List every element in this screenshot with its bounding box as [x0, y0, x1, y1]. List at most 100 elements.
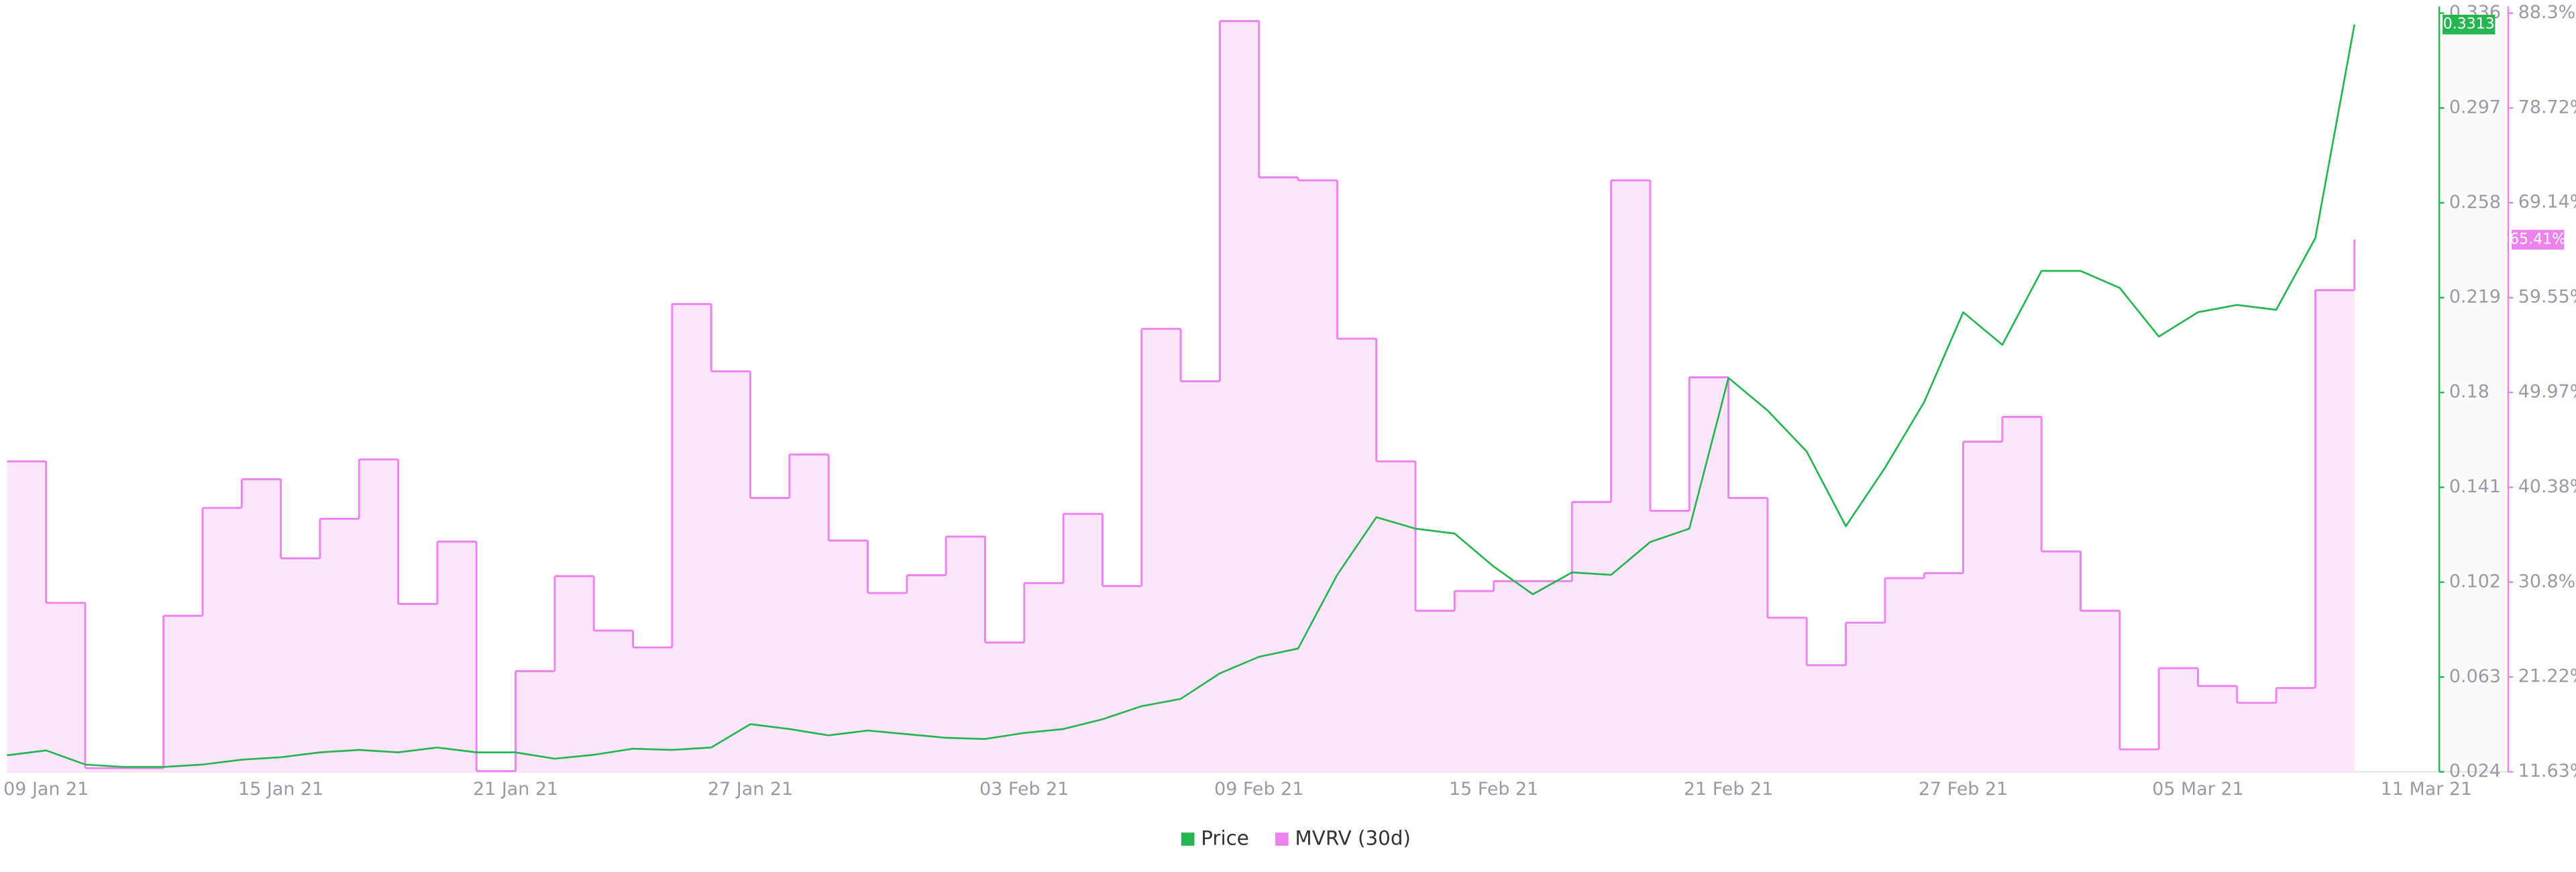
y-tick-label: 0.297: [2449, 97, 2501, 117]
x-tick-label: 03 Feb 21: [979, 779, 1069, 800]
mvrv-area: [1258, 177, 1299, 772]
mvrv-area: [711, 371, 751, 772]
y-tick-label: 0.258: [2449, 192, 2501, 213]
mvrv-area: [319, 519, 360, 772]
mvrv-area: [437, 541, 477, 772]
x-tick-label: 09 Jan 21: [3, 779, 89, 800]
mvrv-area: [554, 576, 594, 772]
y2-tick-label: 11.63%: [2518, 761, 2576, 781]
mvrv-area: [750, 498, 790, 772]
mvrv-area: [1572, 502, 1611, 772]
y2-tick-label: 49.97%: [2518, 382, 2576, 402]
mvrv-area: [398, 604, 437, 772]
y-tick-label: 0.024: [2449, 761, 2501, 781]
mvrv-area: [280, 558, 320, 772]
mvrv-area: [46, 602, 86, 772]
value-badge-text: 0.3313: [2443, 16, 2495, 33]
mvrv-area: [828, 540, 868, 772]
y2-tick-label: 40.38%: [2518, 476, 2576, 497]
mvrv-area: [1689, 377, 1729, 772]
mvrv-area: [241, 479, 281, 772]
y-tick-label: 0.102: [2449, 571, 2501, 592]
mvrv-area: [1024, 583, 1064, 772]
x-tick-label: 21 Feb 21: [1684, 779, 1773, 800]
mvrv-area: [1102, 586, 1142, 772]
y2-tick-label: 30.8%: [2518, 571, 2576, 592]
mvrv-area: [1924, 573, 1964, 772]
mvrv-area: [2237, 702, 2277, 772]
value-badge-text: 65.41%: [2510, 231, 2566, 248]
mvrv-area: [2315, 290, 2355, 772]
y-tick-label: 0.219: [2449, 286, 2501, 307]
mvrv-area: [124, 768, 164, 772]
mvrv-area: [203, 508, 242, 772]
mvrv-area: [7, 461, 46, 772]
mvrv-area: [789, 454, 829, 772]
x-tick-label: 21 Jan 21: [473, 779, 558, 800]
legend-label: MVRV (30d): [1295, 827, 1411, 850]
mvrv-area: [1376, 461, 1416, 772]
mvrv-area: [867, 593, 907, 772]
mvrv-area: [515, 671, 555, 772]
legend-label: Price: [1201, 827, 1249, 850]
mvrv-area: [2159, 668, 2198, 772]
y2-tick-label: 59.55%: [2518, 286, 2576, 307]
mvrv-area: [1650, 510, 1690, 772]
mvrv-area: [1728, 498, 1768, 772]
mvrv-area: [1611, 180, 1650, 772]
y2-tick-label: 21.22%: [2518, 666, 2576, 687]
mvrv-area: [1220, 21, 1259, 772]
x-tick-label: 11 Mar 21: [2381, 779, 2472, 800]
mvrv-area: [2119, 749, 2159, 772]
mvrv-area: [1298, 180, 1338, 772]
mvrv-area: [163, 616, 203, 772]
y-tick-label: 0.063: [2449, 666, 2501, 687]
x-tick-label: 05 Mar 21: [2152, 779, 2243, 800]
axis-band: [2439, 6, 2509, 772]
mvrv-area: [1337, 338, 1377, 772]
price-line: [7, 24, 2356, 768]
mvrv-area: [2198, 686, 2237, 772]
x-tick-label: 15 Feb 21: [1449, 779, 1538, 800]
mvrv-area: [2276, 688, 2316, 772]
y-tick-label: 0.18: [2449, 382, 2489, 402]
mvrv-area: [1141, 329, 1181, 772]
legend-swatch: [1181, 832, 1195, 846]
mvrv-area: [359, 459, 398, 772]
mvrv-series: [7, 19, 2356, 773]
x-tick-label: 09 Feb 21: [1214, 779, 1303, 800]
mvrv-area: [1063, 514, 1103, 772]
mvrv-area: [1493, 581, 1533, 772]
mvrv-area: [633, 647, 672, 772]
value-badge: [2511, 229, 2565, 250]
mvrv-area: [2041, 551, 2081, 772]
y2-tick-label: 88.3%: [2518, 2, 2576, 23]
mvrv-area: [985, 642, 1024, 772]
y2-tick-label: 78.72%: [2518, 97, 2576, 117]
mvrv-area: [2002, 417, 2042, 772]
mvrv-area: [946, 536, 985, 772]
mvrv-area: [85, 768, 125, 772]
mvrv-area: [1532, 581, 1572, 772]
mvrv-area: [2080, 610, 2120, 772]
mvrv-area: [594, 631, 633, 772]
value-badge: [2443, 14, 2496, 35]
mvrv-area: [1845, 622, 1885, 772]
y2-tick-label: 69.14%: [2518, 192, 2576, 213]
legend-swatch: [1275, 832, 1289, 846]
mvrv-area: [1181, 381, 1220, 772]
mvrv-area: [1415, 610, 1455, 772]
legend: Price MVRV (30d): [1181, 827, 1411, 850]
y-tick-label: 0.141: [2449, 476, 2501, 497]
x-tick-label: 27 Jan 21: [708, 779, 793, 800]
x-tick-label: 27 Feb 21: [1919, 779, 2008, 800]
mvrv-area: [1807, 665, 1846, 772]
mvrv-area: [1454, 591, 1494, 772]
x-tick-label: 15 Jan 21: [238, 779, 323, 800]
mvrv-area: [1884, 578, 1925, 772]
mvrv-area: [1963, 441, 2002, 772]
mvrv-area: [906, 575, 947, 772]
mvrv-area: [672, 304, 712, 772]
